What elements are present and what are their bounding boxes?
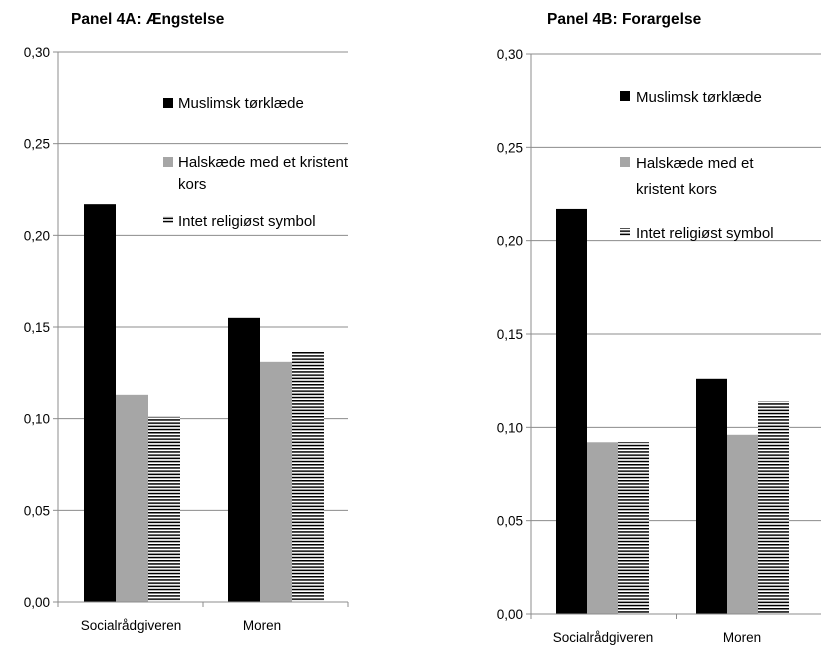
y-tick-label: 0,10: [497, 420, 523, 435]
legend-swatch-muslimsk-torklaede: [163, 98, 173, 108]
legend-swatch-halskaede: [620, 157, 630, 167]
bar-socialradgiveren-halskaede-med-et-kristent-kors: [116, 394, 148, 602]
legend-label-intet-religiost-symbol: Intet religiøst symbol: [178, 213, 316, 230]
y-tick-label: 0,10: [24, 412, 50, 427]
panel-4b-title: Panel 4B: Forargelse: [547, 11, 702, 28]
y-tick-label: 0,25: [497, 140, 523, 155]
legend-label-halskaede-line2: kors: [178, 176, 206, 193]
bar-moren-halskaede-med-et-kristent-kors: [260, 361, 292, 602]
bar-socialradgiveren-muslimsk-torklaede: [556, 208, 587, 614]
y-tick-label: 0,00: [497, 607, 523, 622]
bar-socialradgiveren-intet-religiost-symbol: [618, 442, 649, 614]
panel-4b-chart: Panel 4B: Forargelse 0,00 0,05 0,10 0,15 0,2…: [497, 11, 821, 645]
bar-socialradgiveren-halskaede-med-et-kristent-kors: [587, 442, 618, 614]
panel-4a-title: Panel 4A: Ængstelse: [71, 11, 225, 28]
panel-4a-chart: Panel 4A: Ængstelse 0,00 0,05 0,10 0,15 0,20…: [24, 11, 349, 633]
y-tick-label: 0,15: [24, 320, 50, 335]
legend-label-halskaede-line1: Halskæde med et kristent: [178, 154, 349, 171]
y-tick-label: 0,25: [24, 137, 50, 152]
y-tick-label: 0,20: [497, 234, 523, 249]
y-tick-label: 0,05: [24, 503, 50, 518]
legend-swatch-intet-religiost-symbol: [620, 228, 630, 236]
bar-moren-muslimsk-torklaede: [696, 378, 727, 614]
bar-moren-halskaede-med-et-kristent-kors: [727, 434, 758, 614]
x-category-label: Socialrådgiveren: [81, 618, 182, 633]
legend-label-halskaede-line2: kristent kors: [636, 181, 717, 198]
y-tick-label: 0,30: [24, 45, 50, 60]
bar-moren-intet-religiost-symbol: [758, 401, 789, 614]
bar-moren-intet-religiost-symbol: [292, 350, 324, 602]
y-tick-label: 0,20: [24, 228, 50, 243]
bar-socialradgiveren-intet-religiost-symbol: [148, 416, 180, 602]
legend-label-muslimsk-torklaede: Muslimsk tørklæde: [178, 95, 304, 112]
x-category-label: Moren: [243, 618, 281, 633]
x-category-label: Socialrådgiveren: [553, 630, 654, 645]
bar-socialradgiveren-muslimsk-torklaede: [84, 204, 116, 602]
legend-swatch-halskaede: [163, 157, 173, 167]
y-tick-label: 0,15: [497, 327, 523, 342]
legend-swatch-intet-religiost-symbol: [163, 216, 173, 224]
legend-label-intet-religiost-symbol: Intet religiøst symbol: [636, 225, 774, 242]
x-category-label: Moren: [723, 630, 761, 645]
legend-swatch-muslimsk-torklaede: [620, 91, 630, 101]
legend-label-halskaede-line1: Halskæde med et: [636, 155, 754, 172]
y-tick-label: 0,30: [497, 47, 523, 62]
bar-moren-muslimsk-torklaede: [228, 317, 260, 602]
y-tick-label: 0,00: [24, 595, 50, 610]
legend-label-muslimsk-torklaede: Muslimsk tørklæde: [636, 89, 762, 106]
y-tick-label: 0,05: [497, 514, 523, 529]
